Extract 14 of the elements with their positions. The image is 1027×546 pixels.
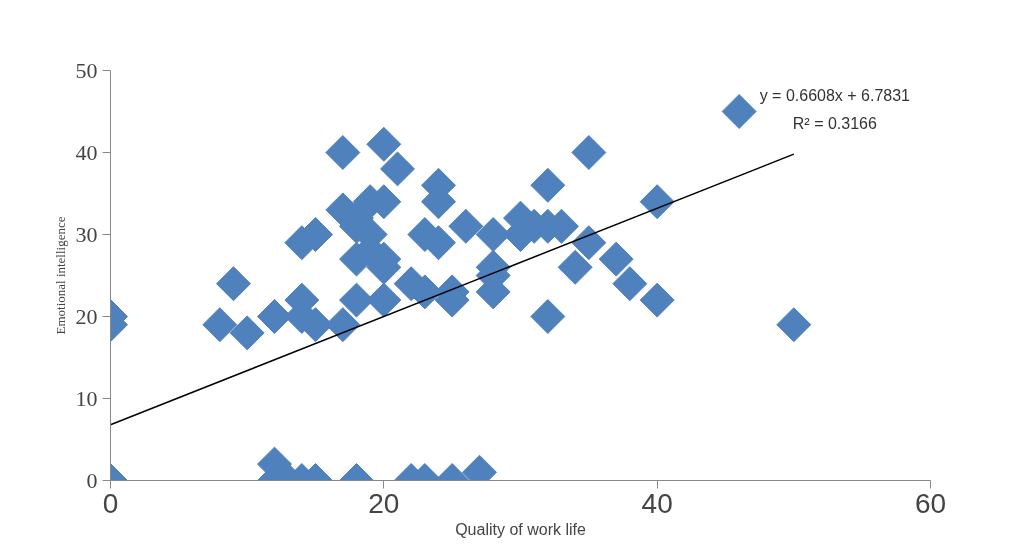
x-tick-label: 20 xyxy=(368,487,400,519)
y-tick-label: 50 xyxy=(75,57,98,83)
y-tick-label: 40 xyxy=(75,139,98,165)
y-tick-label: 10 xyxy=(75,385,98,411)
y-tick-label: 30 xyxy=(75,221,98,247)
y-tick-label: 0 xyxy=(86,467,98,493)
y-axis-title: Emotional intelligence xyxy=(52,216,68,335)
x-tick-label: 40 xyxy=(641,487,673,519)
x-tick-label: 0 xyxy=(102,487,119,519)
x-tick-label: 60 xyxy=(914,487,947,519)
x-axis-title: Quality of work life xyxy=(455,520,586,538)
annotation: y = 0.6608x + 6.7831 xyxy=(759,86,911,104)
y-tick-label: 20 xyxy=(75,303,98,329)
annotation: R² = 0.3166 xyxy=(792,115,877,133)
